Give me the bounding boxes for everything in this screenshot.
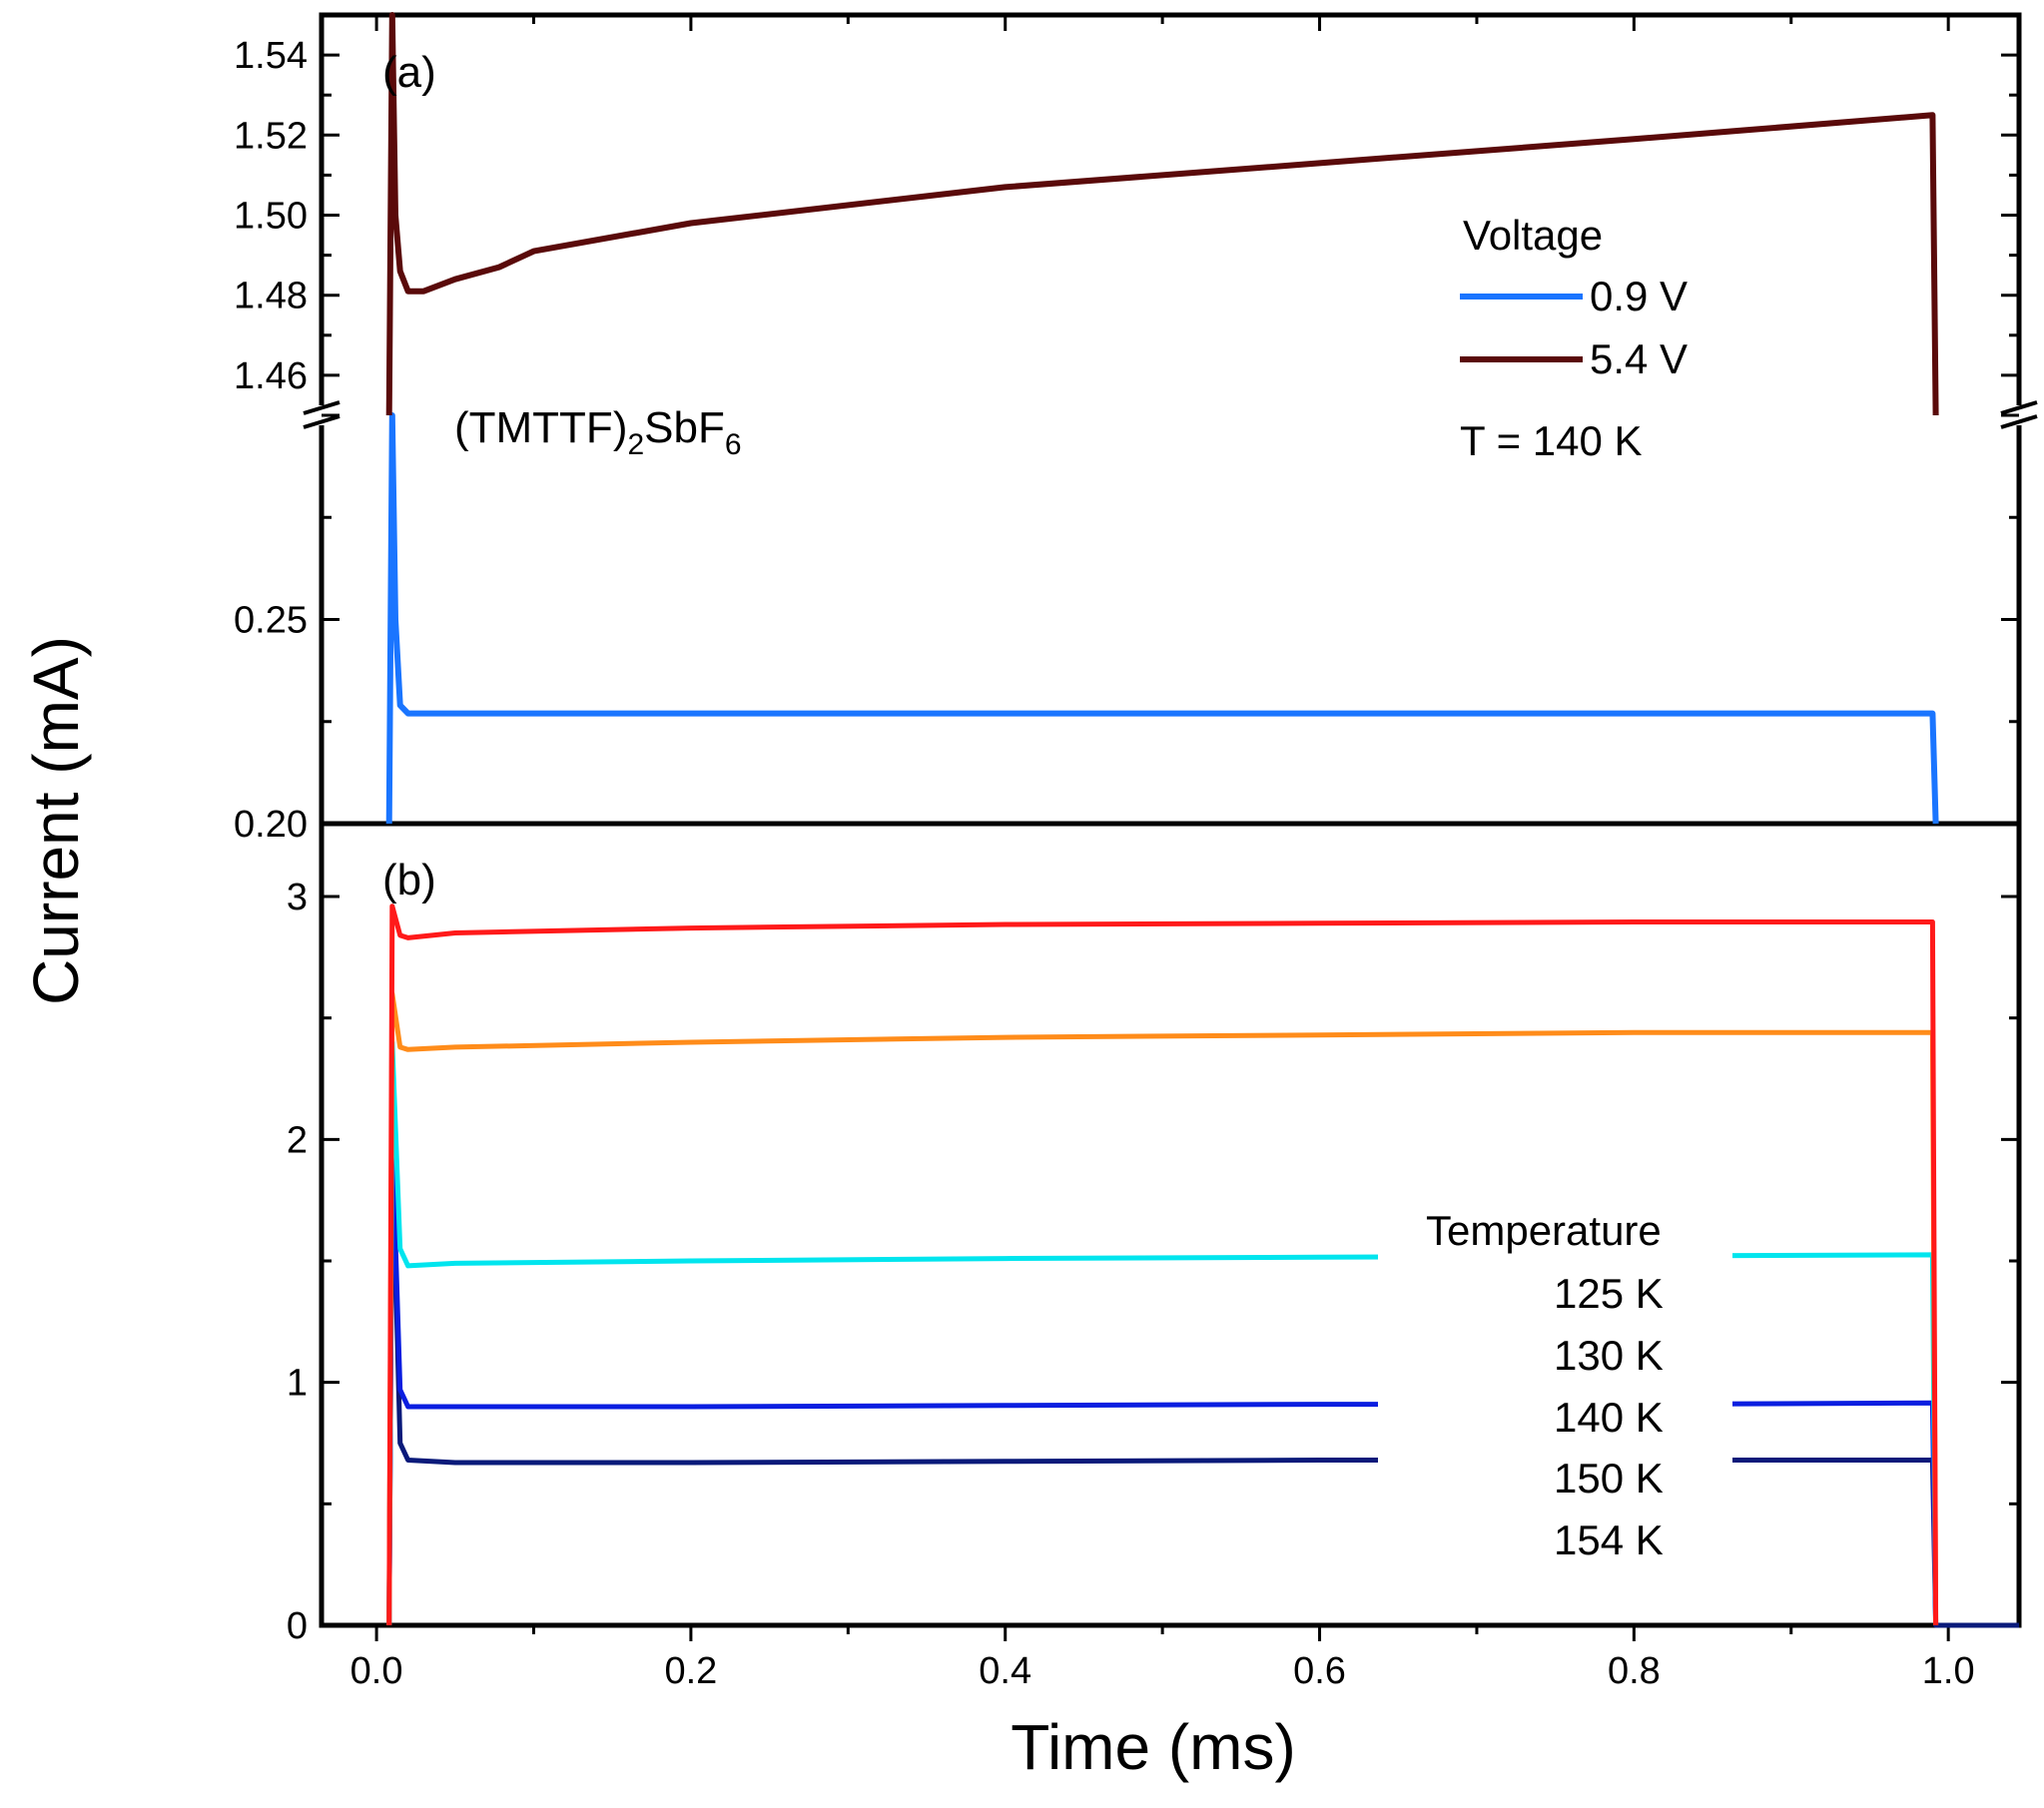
- legend-a-entry-label-1: 0.9 V: [1590, 273, 1688, 319]
- legend-b-entry-label-1: 125 K: [1554, 1270, 1664, 1317]
- x-tick-label-4: 0.8: [1608, 1650, 1661, 1692]
- x-tick-label-5: 1.0: [1922, 1650, 1975, 1692]
- x-tick-label-3: 0.6: [1293, 1650, 1346, 1692]
- x-tick-label-2: 0.4: [979, 1650, 1031, 1692]
- a-upper-y-tick-4-label: 1.54: [234, 35, 308, 77]
- axis-break-slash-right-1: [2000, 400, 2038, 415]
- legend-b-title: Temperature: [1426, 1207, 1662, 1254]
- x-tick-label-1: 0.2: [664, 1650, 717, 1692]
- a-upper-y-tick-1-label: 1.48: [234, 276, 308, 317]
- panel-a-series-1: [385, 412, 1939, 825]
- compound-prefix: (TMTTF): [454, 403, 627, 452]
- x-tick-label-0: 0.0: [350, 1650, 403, 1692]
- axis-break-slash-right-2: [2000, 414, 2038, 429]
- b-y-tick-3-label: 3: [287, 877, 308, 918]
- a-upper-y-tick-2-label: 1.50: [234, 196, 308, 238]
- legend-a-title: Voltage: [1463, 212, 1603, 259]
- panel-b-series-5: [386, 904, 1939, 1626]
- panel-b-series-4: [386, 990, 1939, 1626]
- compound-formula: (TMTTF)2SbF6: [454, 403, 742, 461]
- legend-b-entry-label-5: 154 K: [1554, 1516, 1664, 1563]
- panel-a-label: (a): [382, 48, 436, 97]
- ticks-layer: 0.0 0.2 0.4 0.6 0.8 1.0 1.46 1.48 1.50 1.52 1.54 0.…: [234, 15, 2019, 1692]
- temperature-note: T = 140 K: [1460, 417, 1643, 464]
- b-y-tick-2-label: 2: [287, 1119, 308, 1161]
- axis-break-slash-left-1: [303, 400, 341, 415]
- a-upper-y-tick-3-label: 1.52: [234, 115, 308, 157]
- legend-b-background: [1378, 1193, 1732, 1572]
- compound-middle: SbF: [644, 403, 725, 452]
- series-layer: [385, 12, 2019, 1628]
- x-axis-title: Time (ms): [1011, 1711, 1296, 1783]
- panel-b-series-3: [386, 1039, 1939, 1626]
- legend-b-entry-label-3: 140 K: [1554, 1394, 1664, 1441]
- panel-b-frame: [319, 821, 2022, 1628]
- b-y-tick-1-label: 1: [287, 1363, 308, 1405]
- compound-sub-2: 6: [725, 428, 742, 461]
- panel-b-series-2: [386, 1136, 1939, 1626]
- panel-a-series-2: [385, 12, 1939, 416]
- legend-b-entry-label-2: 130 K: [1554, 1332, 1664, 1379]
- legend-b-entry-label-4: 150 K: [1554, 1455, 1664, 1502]
- legend-a-lines: [1460, 294, 1583, 362]
- b-y-tick-0-label: 0: [287, 1605, 308, 1647]
- y-axis-title: Current (mA): [20, 636, 92, 1005]
- axis-break-slash-left-2: [303, 414, 341, 429]
- panel-b-series-1: [386, 1136, 2019, 1628]
- compound-sub-1: 2: [627, 428, 644, 461]
- legend-a-entry-label-2: 5.4 V: [1590, 335, 1688, 382]
- panel-b-label: (b): [382, 856, 436, 904]
- a-upper-y-tick-0-label: 1.46: [234, 355, 308, 397]
- a-lower-y-tick-1-label: 0.25: [234, 600, 308, 642]
- a-lower-y-tick-0-label: 0.20: [234, 804, 308, 846]
